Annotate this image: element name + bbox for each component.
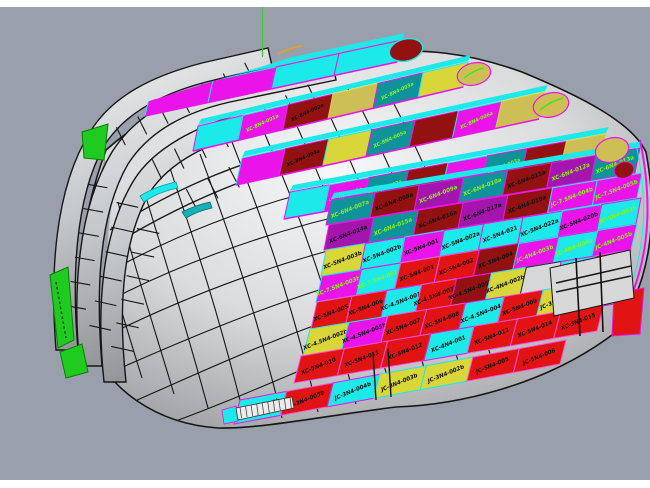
frame-top: [0, 0, 650, 7]
green-patch-lower[interactable]: [59, 343, 89, 379]
detail-overlays: [221, 35, 649, 425]
bottom-cyan-wedge[interactable]: [221, 405, 239, 425]
bottom-strip-ticks: [239, 397, 292, 419]
tip-green-streak-2: [539, 97, 564, 111]
teal-sliver[interactable]: [181, 201, 213, 219]
stringer-line-2: [555, 275, 632, 293]
frame-line-4: [387, 348, 392, 398]
strake-top-face: [331, 141, 643, 199]
stringer-line-1: [555, 265, 632, 284]
strake-top-face: [242, 85, 548, 157]
strake-underside-rim: [235, 118, 540, 186]
orange-rim: [277, 45, 303, 55]
frame-line-3: [372, 351, 377, 401]
strake-4-tip-red[interactable]: [612, 159, 636, 180]
green-patch-hatch: [55, 281, 67, 339]
tip-green-streak-1: [463, 67, 485, 79]
strake-4-tip[interactable]: [592, 134, 631, 166]
plate-panel[interactable]: [512, 339, 567, 374]
green-patch-top[interactable]: [81, 123, 109, 161]
strake-top-face: [198, 55, 471, 125]
frame-bottom: [0, 480, 650, 488]
strake-top-face: [290, 127, 609, 191]
stringer-panel[interactable]: [549, 249, 635, 317]
accent-patches: [49, 123, 213, 379]
strake-underside-rim: [192, 86, 464, 152]
frame-line-1: [575, 257, 581, 337]
strake-1-tip[interactable]: [387, 35, 425, 65]
strake-2-gray[interactable]: [76, 59, 337, 367]
green-patch-side[interactable]: [49, 266, 75, 349]
strake-underside-rim: [144, 61, 398, 117]
cyan-sliver[interactable]: [139, 181, 179, 203]
frame-line-2: [599, 251, 604, 333]
